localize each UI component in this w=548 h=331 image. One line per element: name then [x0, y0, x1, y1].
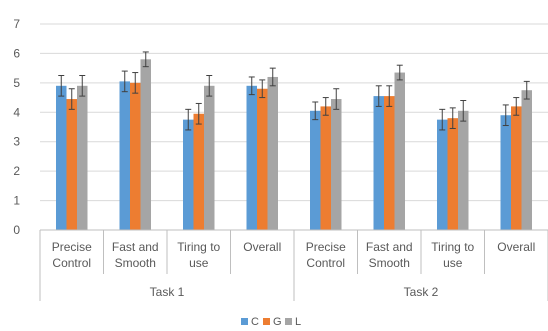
- error-bar: [185, 108, 192, 131]
- error-bar: [68, 88, 75, 110]
- bar-g: [320, 106, 331, 230]
- y-tick-label: 0: [13, 223, 20, 237]
- bar-c: [310, 110, 321, 230]
- bar-g: [193, 113, 204, 230]
- y-tick-label: 3: [13, 135, 20, 149]
- category-label: Overall: [243, 240, 281, 254]
- y-tick-label: 6: [13, 46, 20, 60]
- bar-l: [140, 59, 151, 230]
- bar-l: [267, 76, 278, 230]
- error-bar: [333, 88, 340, 110]
- error-bar: [523, 80, 530, 100]
- bar-c: [500, 115, 511, 230]
- error-bar: [396, 64, 403, 81]
- error-bar: [513, 97, 520, 116]
- category-label: Fast and Smooth: [366, 240, 413, 270]
- group-label: Task 1: [150, 285, 185, 299]
- category-label: Overall: [497, 240, 535, 254]
- legend-label: G: [273, 316, 282, 328]
- category-label: Precise Control: [306, 240, 346, 270]
- bar-g: [130, 82, 141, 230]
- x-axis: [39, 229, 548, 301]
- y-axis-ticks: 0 1 2 3 4 5 6 7: [13, 17, 20, 237]
- error-bar: [121, 70, 128, 93]
- bar-l: [331, 99, 342, 231]
- category-label: Tiring to use: [177, 240, 220, 270]
- error-bar: [132, 72, 139, 94]
- category-label: Tiring to use: [431, 240, 474, 270]
- legend-item-l: L: [285, 316, 301, 328]
- bar-l: [77, 85, 88, 230]
- bar-g: [384, 96, 395, 230]
- error-bar: [259, 79, 266, 99]
- category-label: Fast and Smooth: [112, 240, 159, 270]
- error-bar: [460, 100, 467, 122]
- group-label: Task 2: [404, 285, 439, 299]
- error-bar: [79, 75, 86, 97]
- gridlines: [40, 23, 548, 202]
- legend-swatch: [263, 318, 270, 325]
- error-bar: [386, 85, 393, 107]
- bar-g: [447, 118, 458, 230]
- y-tick-label: 1: [13, 194, 20, 208]
- legend-label: C: [251, 316, 259, 328]
- bar-g: [257, 88, 268, 230]
- error-bar: [375, 85, 382, 107]
- error-bars: [58, 51, 530, 131]
- bar-l: [458, 110, 469, 230]
- error-bar: [312, 101, 319, 121]
- bar-g: [66, 99, 77, 231]
- legend-swatch: [285, 318, 292, 325]
- group-labels: Task 1 Task 2: [150, 285, 439, 299]
- bars: [56, 59, 532, 231]
- y-tick-label: 5: [13, 76, 20, 90]
- legend-item-g: G: [263, 316, 282, 328]
- error-bar: [269, 67, 276, 87]
- error-bar: [439, 108, 446, 131]
- error-bar: [449, 107, 456, 129]
- error-bar: [142, 51, 149, 68]
- bar-c: [56, 85, 67, 230]
- bar-c: [437, 119, 448, 230]
- bar-l: [394, 72, 405, 230]
- bar-c: [183, 119, 194, 230]
- legend-swatch: [241, 318, 248, 325]
- error-bar: [206, 75, 213, 97]
- error-bar: [248, 76, 255, 96]
- error-bar: [58, 75, 65, 97]
- error-bar: [502, 104, 509, 127]
- legend-label: L: [295, 316, 301, 328]
- y-tick-label: 2: [13, 164, 20, 178]
- bar-g: [511, 106, 522, 230]
- category-label: Precise Control: [52, 240, 92, 270]
- bar-c: [246, 85, 257, 230]
- bar-l: [204, 85, 215, 230]
- bar-c: [373, 96, 384, 230]
- y-tick-label: 7: [13, 17, 20, 31]
- bar-l: [521, 90, 532, 230]
- bar-c: [119, 81, 130, 230]
- error-bar: [195, 102, 202, 125]
- y-tick-label: 4: [13, 105, 20, 119]
- legend-item-c: C: [241, 316, 259, 328]
- category-labels: Precise Control Fast and Smooth Tiring to use…: [52, 240, 536, 270]
- error-bar: [322, 97, 329, 116]
